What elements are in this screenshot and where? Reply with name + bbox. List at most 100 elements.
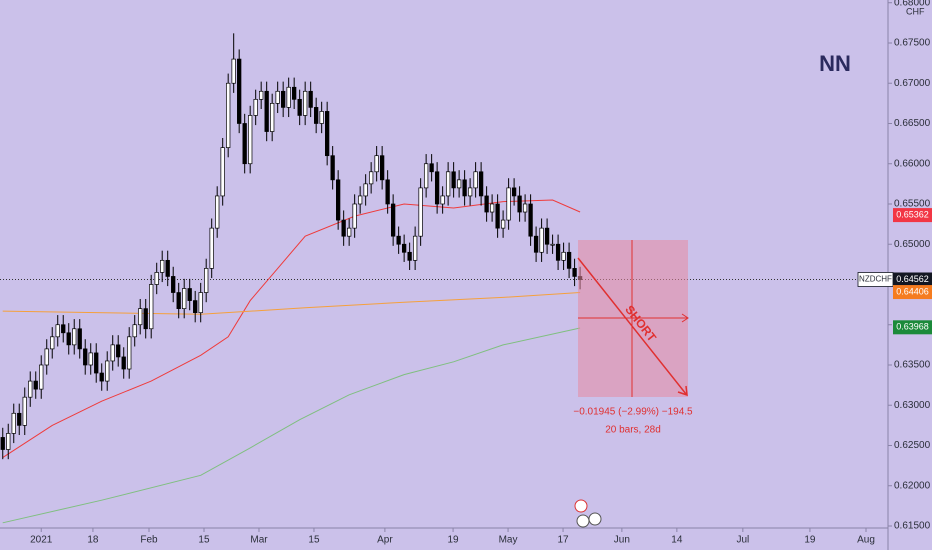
candle-body [165,259,170,277]
candle-body [522,203,528,213]
y-tick-label: 0.67000 [894,78,931,89]
candle-body [105,360,110,382]
candle-body [484,195,489,213]
symbol-label: NZDCHF [859,275,892,284]
candle-body [528,203,533,237]
candle-body [544,227,550,245]
candle-body [423,163,429,189]
candle-body [77,328,82,350]
candle-body [379,155,385,181]
candle-body [572,268,577,277]
price-tag-label: 0.64406 [896,286,929,296]
candle-body [385,179,390,205]
ma-line [2,327,581,524]
candle-body [506,187,511,221]
candle-body [352,203,357,229]
candle-body [237,58,242,124]
candle-body [478,171,484,197]
candle-body [270,103,275,132]
x-tick-label: Aug [857,535,875,546]
candle-body [143,308,148,330]
y-tick-label: 0.67500 [894,38,931,49]
candle-body [198,292,203,314]
candle-body [182,288,187,309]
position-tool[interactable]: SHORT −0.01945 (−2.99%) −194.5 20 bars, … [573,240,693,436]
tool-arrow [577,257,687,395]
candle-body [440,195,445,205]
price-tag-label: 0.64562 [896,274,929,284]
candle-body [511,187,517,197]
candle-body [61,324,66,334]
price-tag [893,320,932,335]
candle-body [193,300,198,314]
candle-body [407,251,412,261]
candle-body [330,155,335,181]
candle-body [242,123,247,165]
candle-body [473,171,478,189]
candle-body [325,111,330,157]
candle-body [39,364,44,390]
candle-body [401,243,407,253]
candle-body [116,344,121,358]
candle-body [347,227,352,237]
candle-body [275,90,280,104]
event-icons[interactable] [574,499,602,528]
candle-body [368,171,374,185]
y-tick-label: 0.65000 [894,239,931,250]
candle-body [253,98,258,116]
candle-body [292,86,297,100]
price-tag-label: 0.63968 [896,322,929,332]
candle-body [286,86,291,108]
event-icon [588,512,602,526]
candle-body [33,380,38,390]
candle-body [94,352,99,374]
candle-body [500,219,506,229]
candle-body [297,98,302,116]
candle-body [303,90,308,116]
ma-line [2,292,581,315]
y-tick-label: 0.68000 [894,0,931,8]
candle-body [561,251,566,261]
x-tick-label: May [499,535,518,546]
candle-body [451,171,456,189]
candle-body [215,195,220,229]
candle-body [314,107,319,124]
candle-body [154,272,159,285]
candle-body [281,90,286,108]
candle-body [357,195,363,205]
candle-body [55,324,60,338]
candle-body [248,115,253,165]
candle-body [418,187,423,237]
candle-body [533,235,539,253]
candle-body [0,437,5,450]
candle-body [319,111,324,124]
candle-body [17,412,22,426]
y-tick-label: 0.66500 [894,118,931,129]
candle-body [226,82,231,148]
candle-body [149,284,154,330]
candle-body [396,235,401,245]
candle-body [456,179,462,189]
candle-body [412,235,418,261]
candle-body [390,203,396,237]
event-icon [574,499,588,513]
candle-body [517,195,522,213]
candle-body [66,332,71,346]
candle-body [132,324,137,338]
candle-body [363,183,368,197]
candle-body [259,90,264,100]
candle-body [539,227,544,253]
candle-body [22,396,27,426]
candle-body [336,179,341,221]
duration-label: 20 bars, 28d [605,425,661,436]
candle-body [11,412,16,434]
candle-body [176,292,181,309]
candle-body [160,259,165,273]
x-tick-label: Jul [736,535,749,546]
candle-body [341,219,346,237]
candle-body [138,308,143,326]
price-tag [893,208,932,223]
candle-body [489,203,495,213]
y-tick-label: 0.62000 [894,480,931,491]
